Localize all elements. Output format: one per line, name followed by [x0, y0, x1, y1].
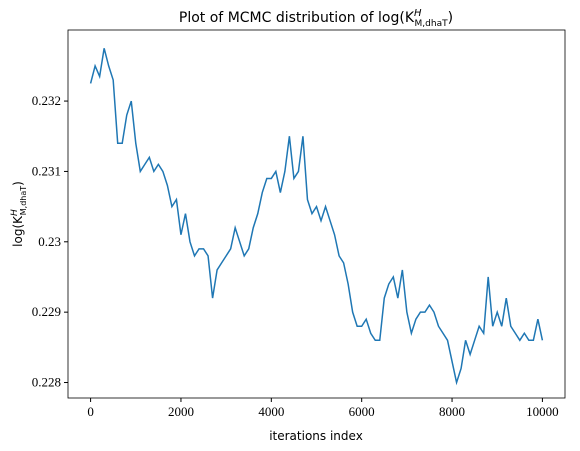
x-tick-label: 2000 — [168, 404, 194, 419]
y-tick-label: 0.228 — [32, 375, 61, 390]
x-tick-label: 8000 — [439, 404, 465, 419]
ylabel-text: log(K — [11, 215, 25, 247]
x-tick-label: 6000 — [349, 404, 375, 419]
title-sub: M,dhaT — [415, 19, 449, 29]
x-axis-label: iterations index — [269, 429, 363, 443]
title-sup: H — [414, 8, 422, 19]
y-tick-label: 0.232 — [32, 93, 61, 108]
ylabel-sub: M,dhaT — [19, 186, 28, 215]
ylabel-sup: H — [10, 209, 20, 216]
plot-frame — [67, 29, 566, 399]
title-text: Plot of MCMC distribution of log(K — [179, 10, 415, 26]
chart-title: Plot of MCMC distribution of log(KH M,dha… — [179, 8, 453, 29]
y-tick-label: 0.23 — [38, 234, 61, 249]
x-tick-label: 10000 — [526, 404, 559, 419]
y-tick-label: 0.231 — [32, 163, 61, 178]
x-tick-label: 0 — [87, 404, 94, 419]
x-tick-label: 4000 — [258, 404, 284, 419]
trace-line — [89, 48, 544, 386]
y-axis-label: log(KHM,dhaT) — [10, 181, 28, 247]
title-close: ) — [448, 10, 453, 26]
y-tick-label: 0.229 — [32, 304, 61, 319]
ylabel-close: ) — [11, 181, 25, 186]
